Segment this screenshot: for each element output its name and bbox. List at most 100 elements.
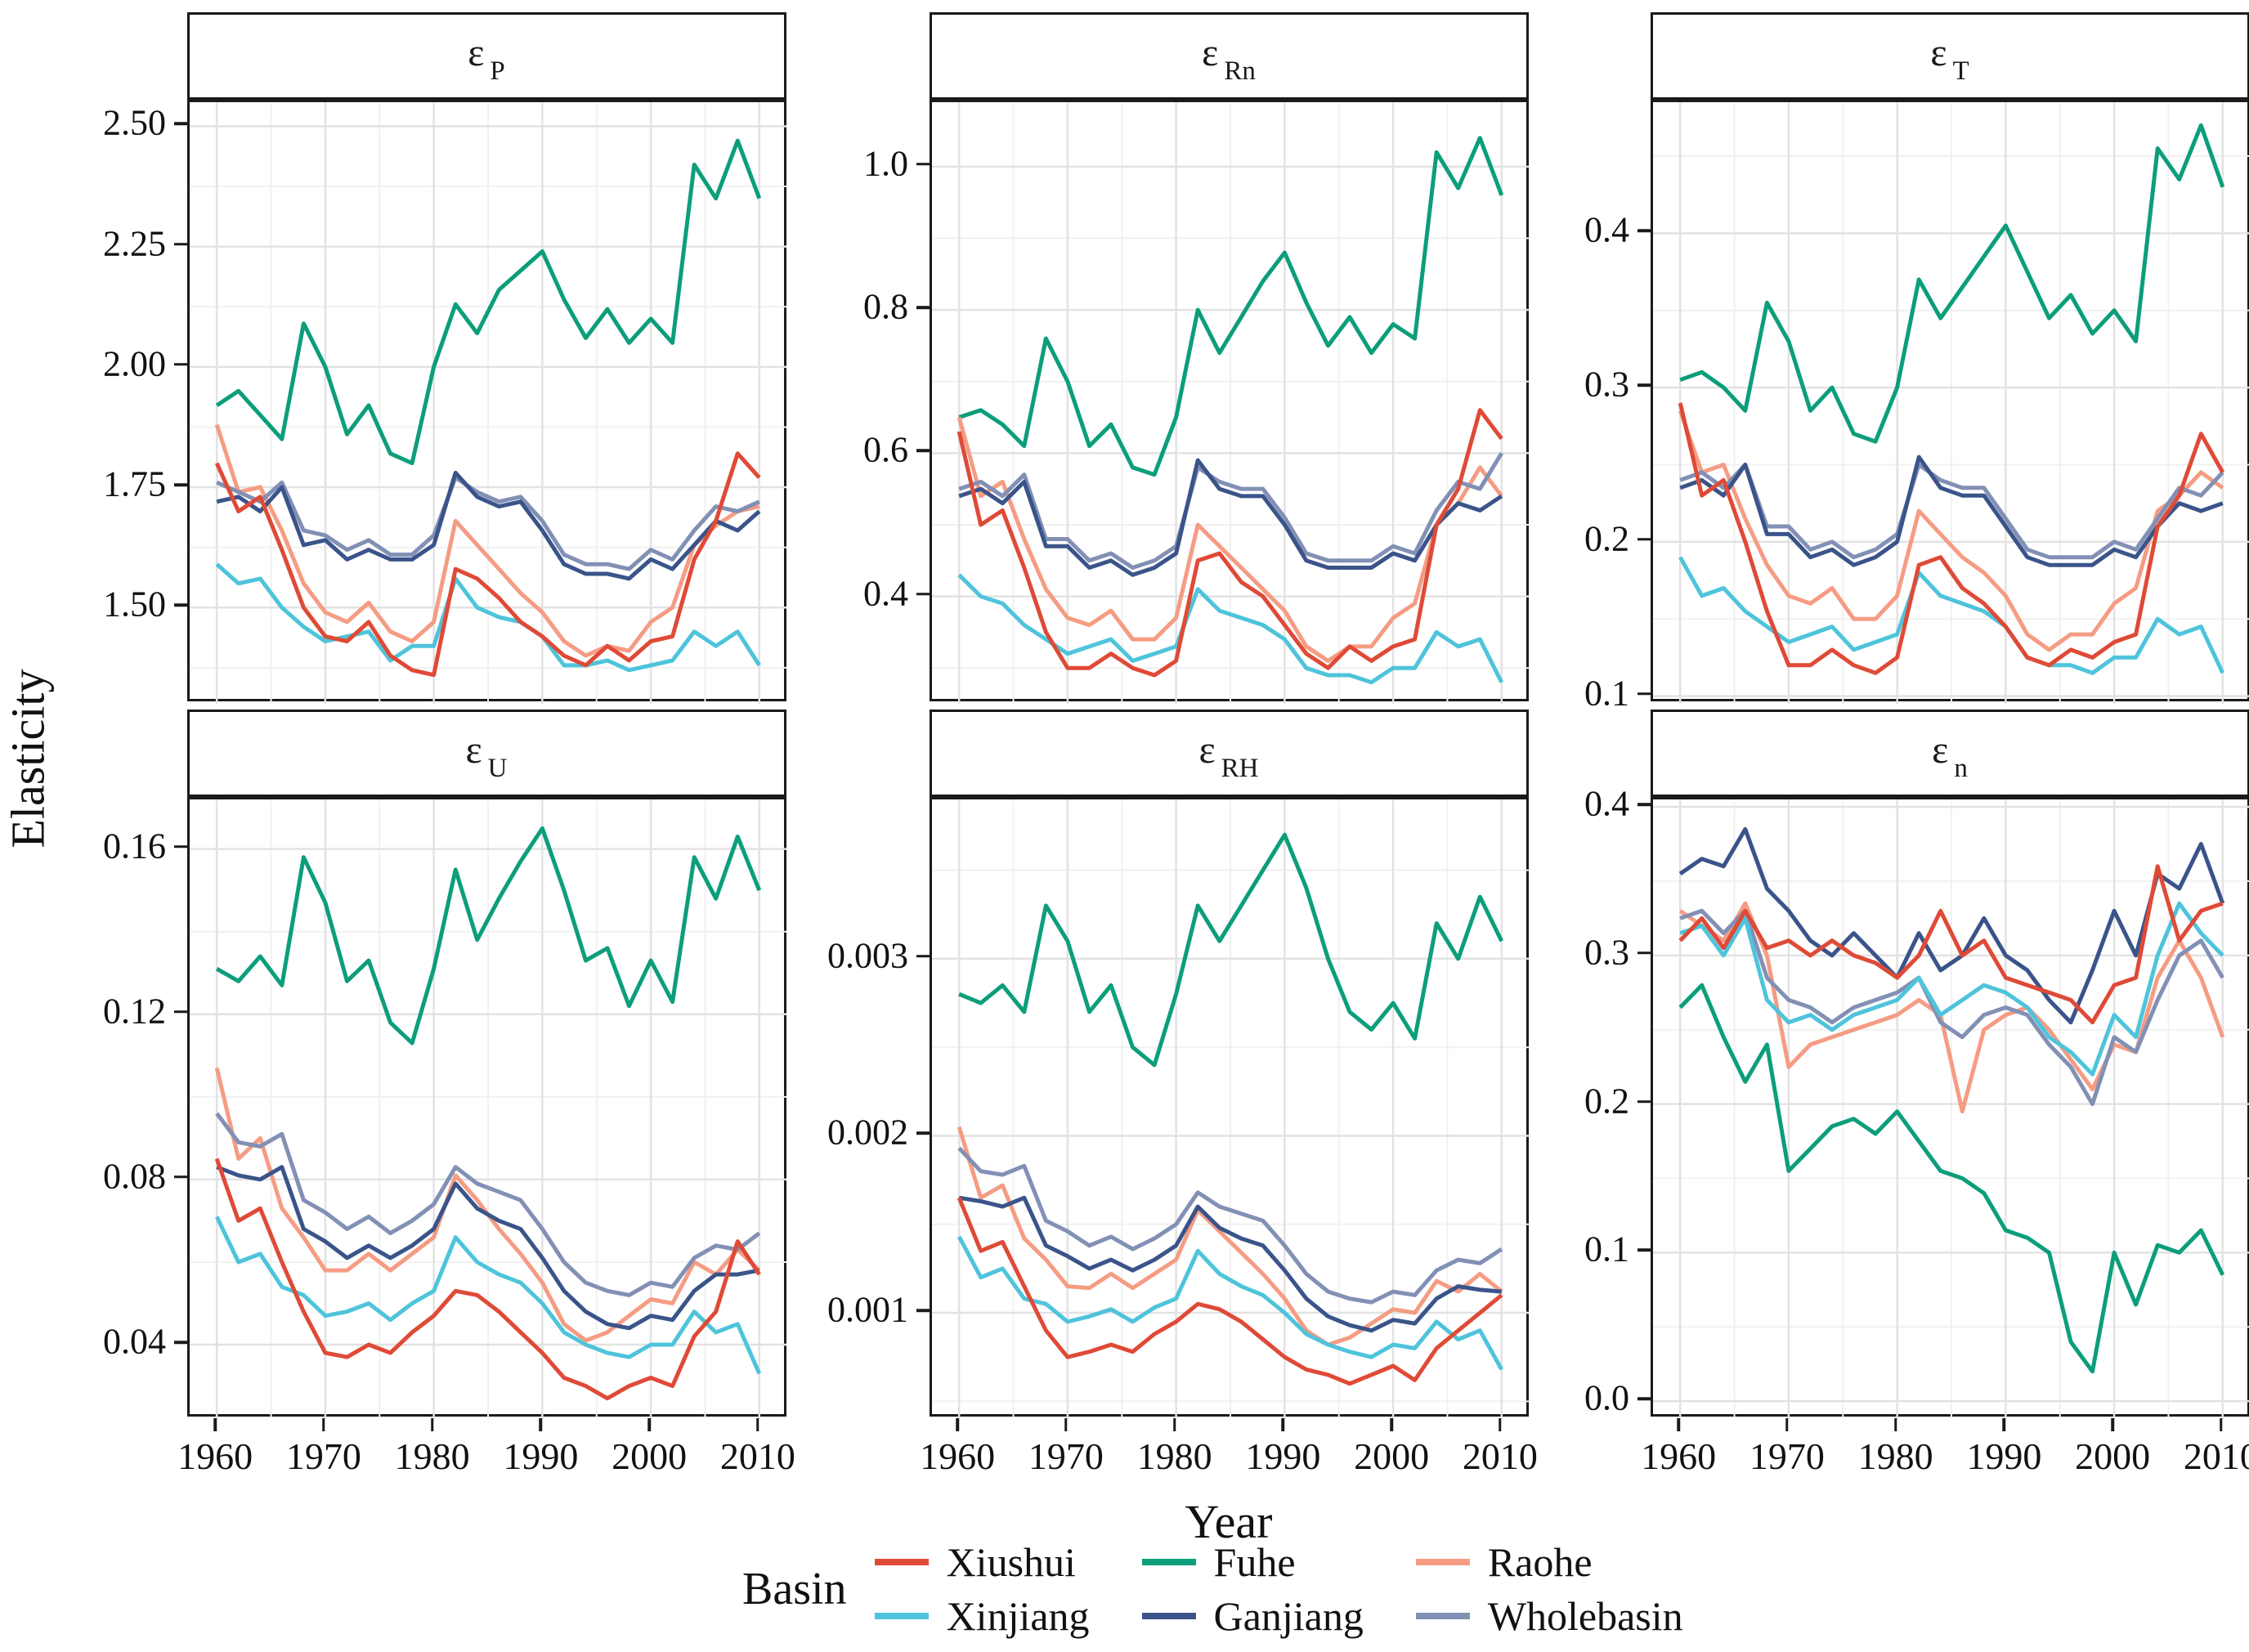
x-tick-label-eRH: 1960 <box>920 1435 996 1477</box>
series-xinjiang-eU <box>214 1215 761 1375</box>
series-raohe-eRH <box>956 1126 1503 1347</box>
legend-label-ganjiang: Ganjiang <box>1213 1593 1364 1639</box>
panel-title-eRH: ε RH <box>1198 728 1259 783</box>
y-tick-eRn <box>916 306 930 309</box>
y-tick-eT <box>1637 229 1651 233</box>
x-tick-label-en: 1970 <box>1749 1435 1825 1477</box>
legend-swatch-fuhe-line-icon <box>1141 1559 1196 1565</box>
x-tick-label-eU: 1980 <box>394 1435 470 1477</box>
legend-item-fuhe: Fuhe <box>1141 1535 1364 1589</box>
series-fuhe-eU <box>215 826 761 1045</box>
legend-label-xinjiang: Xinjiang <box>946 1593 1090 1639</box>
y-tick-label-eT: 0.3 <box>1584 364 1629 405</box>
series-raohe-eRn <box>956 416 1503 663</box>
panel-en <box>1650 797 2249 1419</box>
y-tick-label-eU: 0.08 <box>103 1156 166 1197</box>
y-tick-label-en: 0.4 <box>1584 783 1629 824</box>
y-tick-eT <box>1637 692 1651 696</box>
panel-title-eRn: ε Rn <box>1202 31 1256 86</box>
legend-item-ganjiang: Ganjiang <box>1141 1589 1364 1643</box>
y-tick-eP <box>173 483 187 486</box>
panel-strip-eRH: ε RH <box>929 710 1529 797</box>
x-tick-label-eU: 2010 <box>719 1435 795 1477</box>
x-tick-label-en: 1980 <box>1857 1435 1933 1477</box>
x-tick-label-eU: 1960 <box>177 1435 253 1477</box>
series-xiushui-eT <box>1678 402 2224 675</box>
y-tick-en <box>1637 1099 1651 1104</box>
y-tick-eRn <box>916 449 930 453</box>
x-tick-label-en: 1960 <box>1641 1435 1717 1477</box>
y-tick-en <box>1637 1248 1651 1252</box>
legend-swatch-xinjiang-line-icon <box>874 1613 929 1619</box>
y-tick-label-eP: 2.50 <box>103 102 166 143</box>
y-tick-label-en: 0.0 <box>1584 1377 1629 1418</box>
series-xinjiang-eP <box>215 562 761 673</box>
x-tick-eU <box>539 1417 543 1431</box>
x-tick-eRH <box>1172 1417 1176 1431</box>
x-tick-en <box>2002 1417 2006 1431</box>
y-tick-label-eRn: 0.8 <box>863 286 908 327</box>
x-tick-label-eRH: 2010 <box>1462 1435 1538 1477</box>
y-tick-label-eRH: 0.001 <box>827 1289 908 1330</box>
y-tick-label-en: 0.3 <box>1584 932 1629 973</box>
y-tick-label-eRn: 0.6 <box>863 429 908 470</box>
legend-item-xinjiang: Xinjiang <box>874 1589 1090 1643</box>
legend-swatch-raohe-line-icon <box>1415 1559 1470 1565</box>
y-tick-eU <box>173 1175 187 1179</box>
series-xinjiang-eRH <box>956 1235 1503 1371</box>
legend-swatch-xiushui-line-icon <box>874 1559 929 1565</box>
series-ganjiang-eRn <box>957 458 1503 577</box>
series-wholebasin-eP <box>215 475 760 571</box>
series-fuhe-eRH <box>957 832 1503 1068</box>
y-tick-label-eP: 2.00 <box>103 343 166 384</box>
y-axis-title: Elasticity <box>1 669 55 848</box>
x-tick-eRH <box>1390 1417 1393 1431</box>
series-xiushui-eRH <box>956 1197 1503 1386</box>
x-tick-en <box>1785 1417 1789 1431</box>
y-tick-en <box>1637 1397 1651 1400</box>
y-tick-label-eP: 2.25 <box>103 223 166 264</box>
y-tick-label-eP: 1.75 <box>103 463 166 504</box>
y-tick-eU <box>173 1341 187 1344</box>
series-raohe-eP <box>214 423 759 658</box>
x-tick-eRH <box>1281 1417 1285 1431</box>
legend: Basin Xiushui Xinjiang Fuhe Ganjiang Raohe Wh… <box>742 1535 1683 1643</box>
legend-item-wholebasin: Wholebasin <box>1415 1589 1683 1643</box>
y-tick-eRH <box>916 1309 930 1312</box>
legend-label-fuhe: Fuhe <box>1213 1539 1296 1585</box>
y-tick-eP <box>173 603 187 607</box>
series-xiushui-eP <box>214 451 761 678</box>
series-wholebasin-eT <box>1678 463 2224 560</box>
series-wholebasin-eRn <box>957 452 1503 570</box>
y-tick-label-eRH: 0.003 <box>827 935 908 976</box>
y-tick-eRH <box>916 955 930 958</box>
series-xinjiang-en <box>1678 901 2224 1077</box>
panel-eU <box>186 797 786 1419</box>
y-tick-label-en: 0.1 <box>1584 1229 1629 1269</box>
legend-item-xiushui: Xiushui <box>874 1535 1090 1589</box>
y-tick-label-en: 0.2 <box>1584 1081 1629 1121</box>
x-tick-label-eRH: 1970 <box>1028 1435 1104 1477</box>
x-tick-en <box>2111 1417 2114 1431</box>
y-tick-eT <box>1637 538 1651 541</box>
series-fuhe-eP <box>215 138 761 466</box>
series-xinjiang-eT <box>1678 556 2224 675</box>
y-tick-label-eU: 0.16 <box>103 826 166 866</box>
x-tick-eU <box>756 1417 759 1431</box>
x-tick-label-en: 2000 <box>2075 1435 2151 1477</box>
y-tick-label-eRn: 0.4 <box>863 573 908 614</box>
x-tick-en <box>1677 1417 1680 1431</box>
legend-swatch-wholebasin-line-icon <box>1415 1613 1470 1619</box>
x-tick-label-eU: 1990 <box>503 1435 579 1477</box>
panel-eRn <box>929 100 1529 704</box>
y-tick-en <box>1637 803 1651 806</box>
series-fuhe-en <box>1678 983 2224 1374</box>
legend-item-raohe: Raohe <box>1415 1535 1683 1589</box>
y-tick-label-eP: 1.50 <box>103 584 166 625</box>
